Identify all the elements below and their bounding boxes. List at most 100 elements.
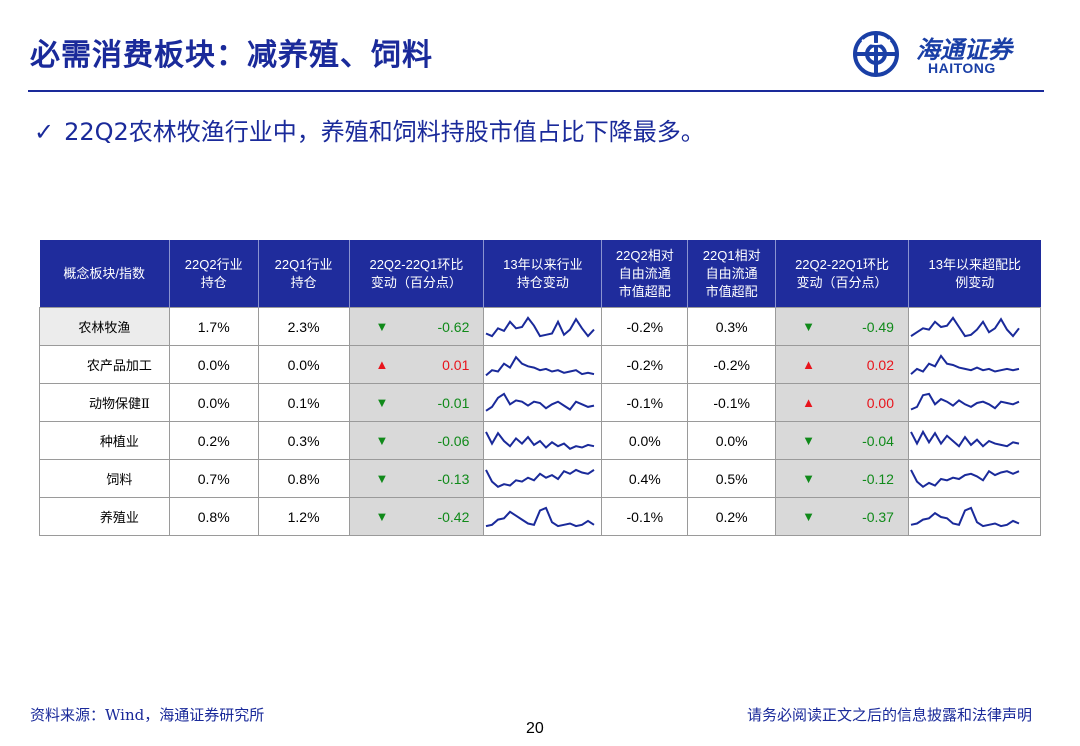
down-triangle-icon: ▼	[375, 395, 389, 410]
header-holding-trend: 13年以来行业 持仓变动	[483, 240, 602, 308]
header-name: 概念板块/指数	[39, 240, 170, 308]
holding-sparkline	[485, 315, 596, 338]
q2-holding: 0.2%	[168, 421, 259, 460]
overweight-change: ▼ -0.04	[775, 421, 909, 460]
q2-holding: 0.0%	[168, 383, 259, 422]
q1-overweight: 0.3%	[687, 307, 777, 346]
holding-change: ▼ -0.01	[348, 383, 485, 422]
holding-change: ▼ -0.62	[348, 307, 485, 346]
overweight-sparkline	[910, 353, 1020, 375]
sector-name: 饲料	[39, 459, 170, 498]
table-row: 动物保健Ⅱ 0.0% 0.1% ▼ -0.01 -0.1% -0.1% ▲ 0.00	[39, 383, 1042, 422]
holding-sparkline	[485, 468, 595, 488]
down-triangle-icon: ▼	[375, 509, 389, 524]
holding-change: ▼ -0.06	[348, 421, 485, 460]
q1-overweight: 0.5%	[687, 459, 777, 498]
q1-holding: 0.1%	[257, 383, 350, 422]
overweight-trend-sparkline	[907, 345, 1042, 384]
q1-holding: 0.3%	[257, 421, 350, 460]
holding-change: ▼ -0.42	[348, 497, 485, 536]
overweight-trend-sparkline	[907, 459, 1042, 498]
table-header-row: 概念板块/指数 22Q2行业 持仓 22Q1行业 持仓 22Q2-22Q1环比 变动（…	[39, 240, 1041, 308]
overweight-change-value: 0.00	[866, 394, 894, 411]
title-divider	[28, 90, 1044, 92]
table-row: 农林牧渔 1.7% 2.3% ▼ -0.62 -0.2% 0.3% ▼ -0.49	[39, 307, 1042, 346]
overweight-change: ▲ 0.00	[775, 383, 909, 422]
q1-holding: 0.0%	[257, 345, 350, 384]
header-overweight-change: 22Q2-22Q1环比 变动（百分点）	[775, 240, 909, 308]
holding-sparkline	[486, 506, 595, 527]
q1-overweight: -0.2%	[687, 345, 777, 384]
down-triangle-icon: ▼	[802, 471, 815, 486]
table-row: 饲料 0.7% 0.8% ▼ -0.13 0.4% 0.5% ▼ -0.12	[39, 459, 1042, 498]
q2-holding: 1.7%	[168, 307, 259, 346]
overweight-trend-sparkline	[907, 421, 1042, 460]
sector-name: 动物保健Ⅱ	[39, 383, 170, 422]
q1-holding: 2.3%	[257, 307, 350, 346]
down-triangle-icon: ▼	[802, 509, 815, 524]
down-triangle-icon: ▼	[375, 319, 389, 334]
disclaimer-note: 请务必阅读正文之后的信息披露和法律声明	[746, 706, 1032, 724]
page-title: 必需消费板块：减养殖、饲料	[30, 38, 433, 73]
sector-name: 农产品加工	[39, 345, 170, 384]
holding-trend-sparkline	[483, 307, 603, 346]
q2-holding: 0.8%	[168, 497, 259, 536]
q2-holding: 0.0%	[168, 345, 259, 384]
holding-trend-sparkline	[483, 497, 603, 536]
overweight-sparkline	[910, 315, 1020, 338]
holding-sparkline	[485, 391, 595, 412]
header-overweight-trend: 13年以来超配比 例变动	[907, 240, 1041, 308]
q1-overweight: 0.0%	[687, 421, 777, 460]
header-holding-change: 22Q2-22Q1环比 变动（百分点）	[348, 240, 484, 308]
q2-overweight: -0.2%	[601, 307, 689, 346]
overweight-trend-sparkline	[907, 307, 1042, 346]
overweight-change-value: -0.04	[862, 432, 894, 449]
logo-en-text: HAITONG	[928, 60, 996, 76]
header-q2-holding: 22Q2行业 持仓	[168, 240, 259, 308]
down-triangle-icon: ▼	[802, 433, 815, 448]
holding-change: ▼ -0.13	[348, 459, 485, 498]
holding-change: ▲ 0.01	[348, 345, 485, 384]
q2-overweight: 0.0%	[601, 421, 689, 460]
header-q1-overweight: 22Q1相对 自由流通 市值超配	[687, 240, 776, 308]
holding-trend-sparkline	[483, 383, 603, 422]
q1-overweight: -0.1%	[687, 383, 777, 422]
header-q1-holding: 22Q1行业 持仓	[257, 240, 349, 308]
table-row: 种植业 0.2% 0.3% ▼ -0.06 0.0% 0.0% ▼ -0.04	[39, 421, 1042, 460]
holding-change-value: -0.62	[437, 318, 470, 335]
logo-cn-text: 海通证券	[916, 35, 1012, 64]
overweight-change: ▼ -0.37	[775, 497, 909, 536]
sector-name: 种植业	[39, 421, 170, 460]
holding-change-value: -0.01	[437, 394, 470, 411]
table-row: 养殖业 0.8% 1.2% ▼ -0.42 -0.1% 0.2% ▼ -0.37	[39, 497, 1042, 536]
q2-overweight: -0.1%	[601, 383, 689, 422]
up-triangle-icon: ▲	[375, 357, 389, 372]
up-triangle-icon: ▲	[802, 357, 815, 372]
haitong-logo: 海通证券 HAITONG	[850, 28, 1040, 80]
overweight-change-value: -0.12	[862, 470, 894, 487]
page-number: 20	[526, 720, 544, 737]
up-triangle-icon: ▲	[802, 395, 815, 410]
haitong-emblem-icon	[853, 31, 899, 77]
overweight-change: ▼ -0.49	[775, 307, 909, 346]
overweight-change-value: -0.49	[862, 318, 894, 335]
holding-change-value: 0.01	[442, 356, 470, 373]
holdings-table: 概念板块/指数 22Q2行业 持仓 22Q1行业 持仓 22Q2-22Q1环比 变动（…	[39, 240, 1042, 536]
holding-trend-sparkline	[483, 421, 603, 460]
overweight-sparkline	[910, 392, 1020, 410]
q2-overweight: 0.4%	[601, 459, 689, 498]
down-triangle-icon: ▼	[375, 471, 389, 486]
overweight-change-value: 0.02	[866, 356, 894, 373]
q2-holding: 0.7%	[168, 459, 259, 498]
overweight-trend-sparkline	[907, 497, 1042, 536]
sector-name: 农林牧渔	[39, 307, 170, 346]
holding-sparkline	[485, 430, 595, 450]
down-triangle-icon: ▼	[802, 319, 815, 334]
overweight-trend-sparkline	[907, 383, 1042, 422]
bullet-point: ✓ 22Q2农林牧渔行业中，养殖和饲料持股市值占比下降最多。	[34, 112, 705, 147]
q2-overweight: -0.2%	[601, 345, 689, 384]
bullet-text: 22Q2农林牧渔行业中，养殖和饲料持股市值占比下降最多。	[64, 118, 705, 146]
overweight-change: ▼ -0.12	[775, 459, 909, 498]
overweight-change: ▲ 0.02	[775, 345, 909, 384]
overweight-sparkline	[910, 468, 1020, 488]
